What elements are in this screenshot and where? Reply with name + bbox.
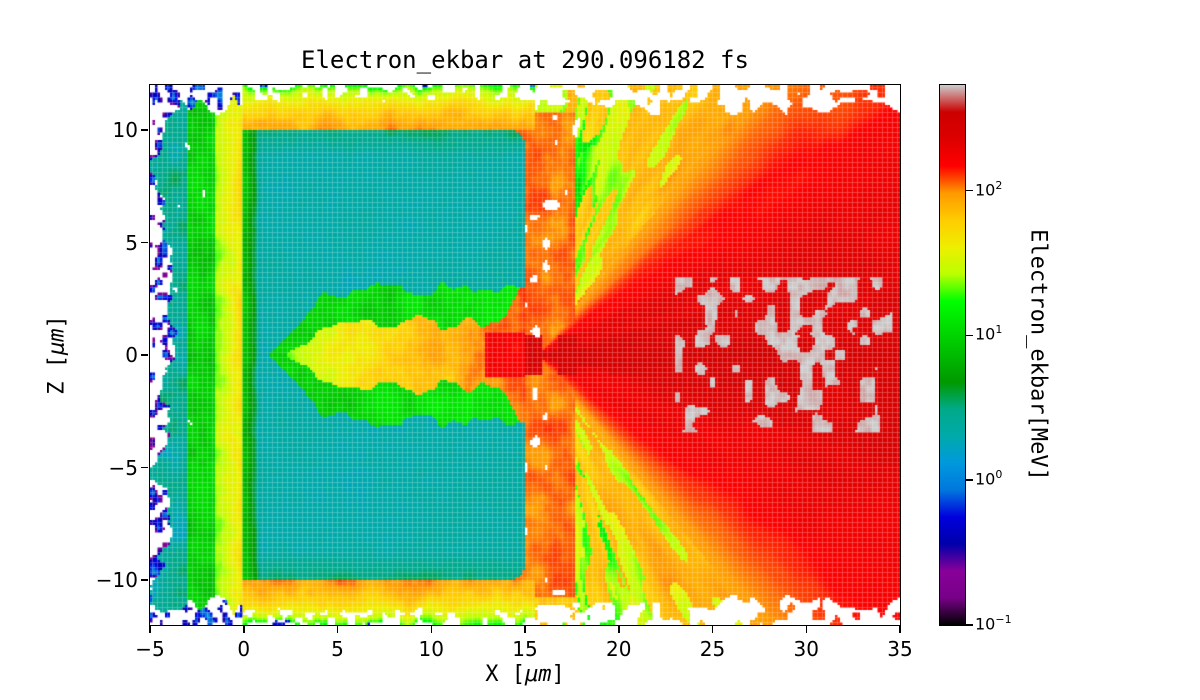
colorbar-tick-exponent: −1 — [995, 613, 1012, 626]
x-tick-mark — [430, 626, 432, 633]
colorbar-tick-exponent: 2 — [995, 178, 1003, 192]
y-tick-label: −10 — [95, 568, 138, 592]
x-axis-unit: μm — [525, 662, 552, 687]
colorbar-tick-mark — [965, 189, 973, 192]
y-tick-mark — [141, 466, 148, 469]
colorbar-gradient — [939, 84, 965, 625]
x-axis-label-pre: X [ — [485, 662, 525, 687]
y-tick-mark — [141, 241, 148, 244]
x-tick-label: 0 — [237, 637, 251, 661]
y-tick-mark — [141, 354, 148, 356]
x-tick-mark — [711, 626, 714, 633]
x-tick-mark — [805, 626, 807, 633]
x-tick-label: 10 — [418, 637, 444, 661]
x-axis-label-post: ] — [551, 662, 565, 687]
colorbar-tick-label: 102 — [975, 178, 1003, 199]
colorbar-tick-exponent: 0 — [995, 468, 1003, 482]
y-tick-label: 0 — [125, 343, 138, 367]
y-axis-unit: μm — [44, 328, 70, 356]
x-tick-mark — [336, 626, 339, 633]
y-axis-label: Z [μm] — [45, 315, 70, 395]
chart-title: Electron_ekbar at 290.096182 fs — [301, 46, 749, 74]
y-tick-label: 5 — [125, 230, 138, 255]
x-axis-label: X [μm] — [150, 662, 900, 687]
colorbar-tick-exponent: 1 — [995, 323, 1003, 337]
y-tick-mark — [141, 129, 148, 131]
x-tick-mark — [524, 626, 526, 633]
colorbar-tick-mark — [965, 334, 973, 337]
colorbar-tick-mark — [965, 624, 973, 626]
colorbar — [938, 83, 966, 626]
colorbar-tick-mark — [965, 479, 973, 481]
y-tick-mark — [141, 579, 148, 581]
y-axis-label-pre: Z [ — [44, 355, 70, 395]
x-tick-mark — [243, 626, 245, 633]
colorbar-tick-label: 101 — [975, 323, 1003, 344]
heatmap-canvas — [149, 84, 900, 625]
x-tick-label: 35 — [887, 637, 913, 661]
colorbar-label: Electron_ekbar[MeV] — [1025, 229, 1051, 481]
x-tick-label: 25 — [699, 637, 726, 661]
x-tick-label: 20 — [606, 637, 632, 661]
x-tick-label: 30 — [793, 637, 819, 661]
x-tick-mark — [149, 626, 151, 633]
y-tick-label: −5 — [108, 455, 138, 480]
colorbar-tick-label: 100 — [975, 468, 1003, 489]
colorbar-tick-label: 10−1 — [975, 613, 1012, 634]
x-tick-label: 15 — [512, 637, 538, 661]
y-axis-label-post: ] — [44, 315, 70, 329]
x-tick-mark — [618, 626, 620, 633]
y-tick-label: 10 — [112, 118, 138, 142]
x-tick-label: −5 — [135, 637, 165, 661]
x-tick-label: 5 — [331, 637, 344, 661]
x-tick-mark — [899, 626, 901, 633]
plot-area — [148, 83, 901, 626]
